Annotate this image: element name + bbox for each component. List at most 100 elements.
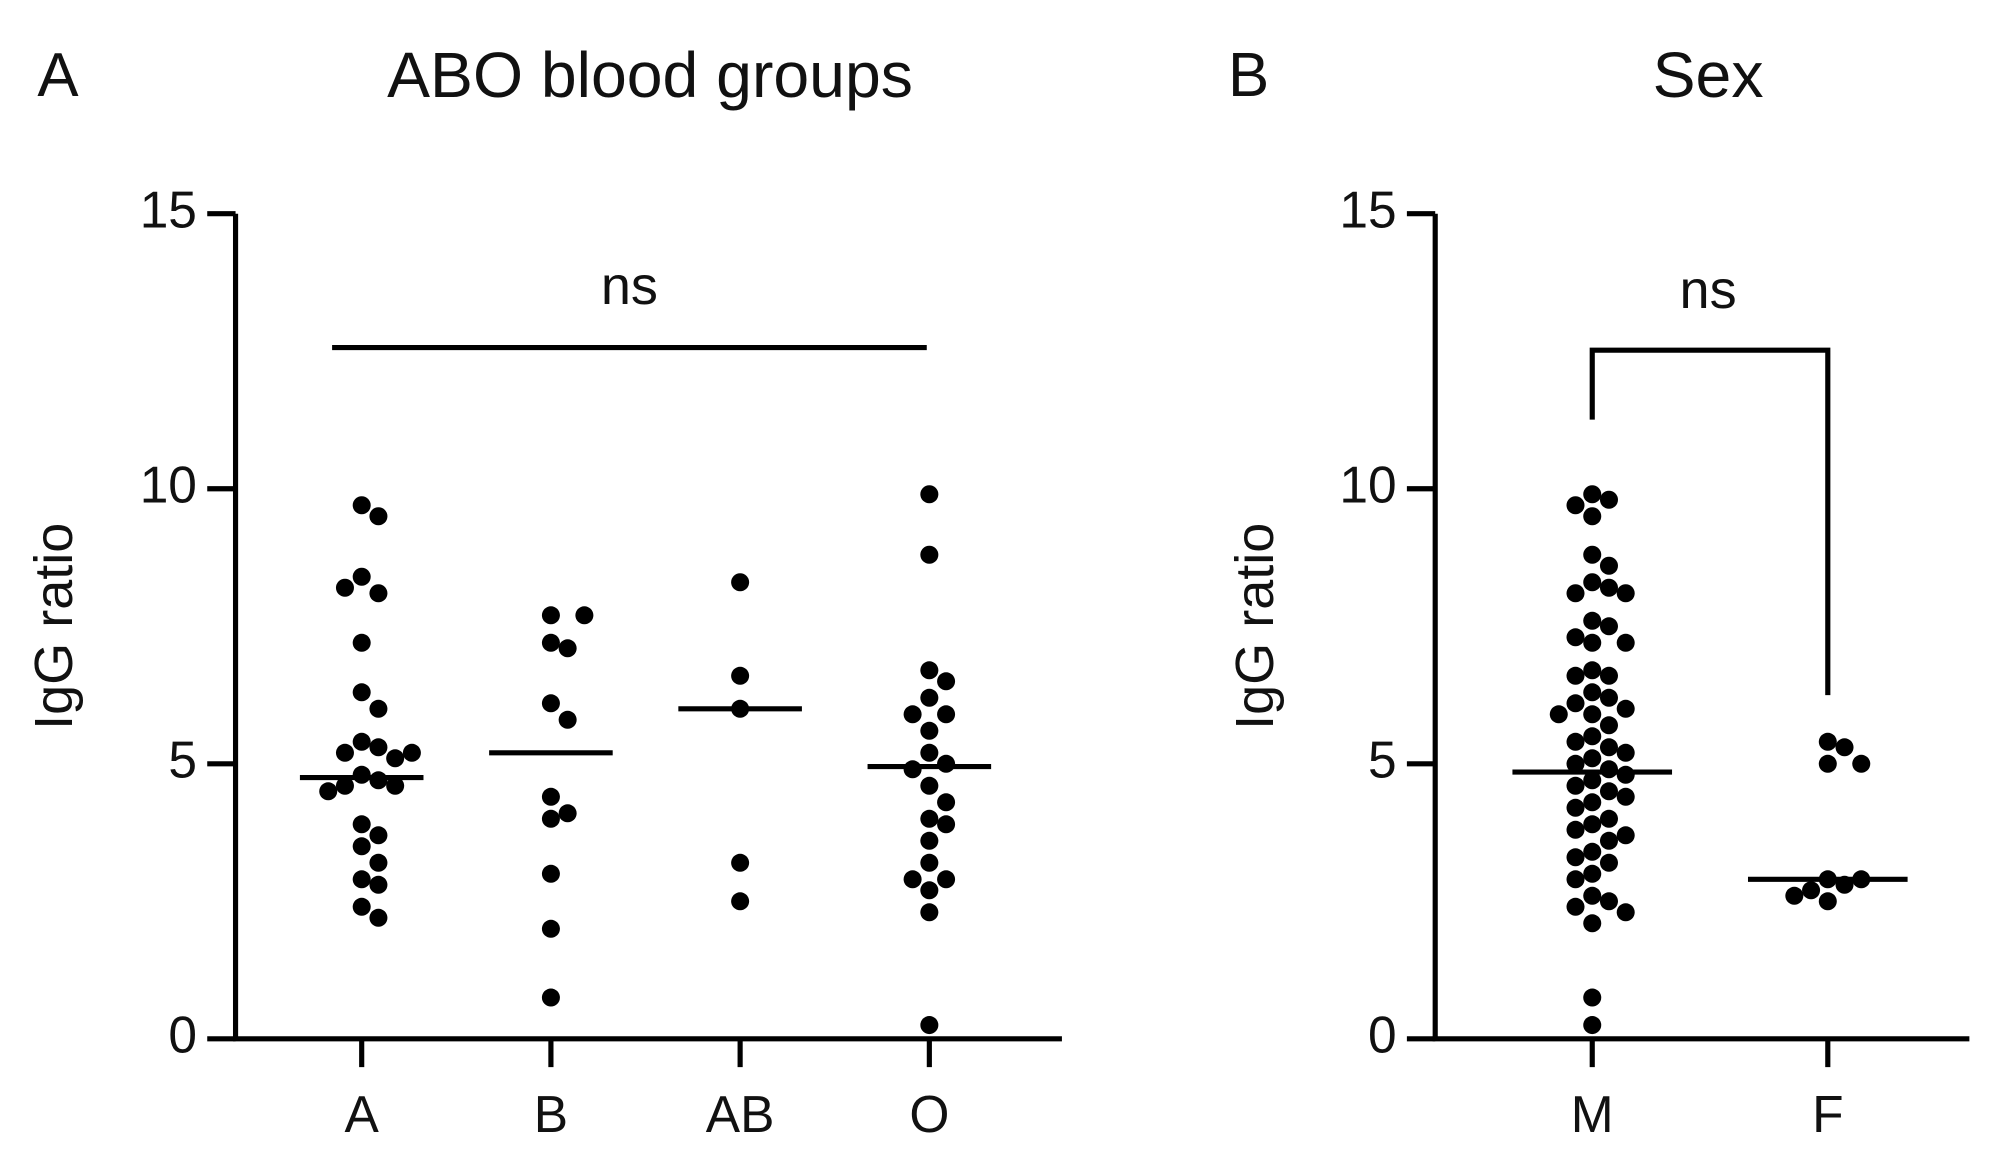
data-point <box>352 815 371 834</box>
data-point <box>920 881 939 900</box>
data-point <box>1802 881 1821 900</box>
data-point <box>369 853 388 872</box>
data-point <box>1566 754 1585 773</box>
data-point <box>903 760 922 779</box>
y-tick-label: 5 <box>168 730 197 788</box>
data-point <box>1599 716 1618 735</box>
data-point <box>1566 820 1585 839</box>
data-point <box>1583 914 1602 933</box>
data-point <box>1566 848 1585 867</box>
x-tick-label: M <box>1571 1085 1614 1143</box>
y-tick-label: 10 <box>1339 455 1396 513</box>
data-point <box>1583 727 1602 746</box>
data-point <box>558 804 577 823</box>
data-point <box>920 903 939 922</box>
significance-label: ns <box>1680 260 1737 320</box>
data-point <box>920 661 939 680</box>
data-point <box>369 875 388 894</box>
data-point <box>352 732 371 751</box>
data-point <box>352 765 371 784</box>
data-point <box>937 815 956 834</box>
data-point <box>558 639 577 658</box>
data-point <box>541 919 560 938</box>
data-point <box>920 853 939 872</box>
x-tick-label: F <box>1812 1085 1843 1143</box>
data-point <box>352 567 371 586</box>
data-point <box>1566 694 1585 713</box>
data-point <box>1583 749 1602 768</box>
data-point <box>541 633 560 652</box>
y-tick-label: 15 <box>140 180 197 238</box>
data-point <box>1583 771 1602 790</box>
data-point <box>731 666 750 685</box>
data-point <box>937 870 956 889</box>
data-point <box>1566 776 1585 795</box>
data-point <box>1599 760 1618 779</box>
data-point <box>1599 556 1618 575</box>
data-point <box>1583 988 1602 1007</box>
data-point <box>937 793 956 812</box>
data-point <box>541 787 560 806</box>
data-point <box>1599 831 1618 850</box>
data-point <box>1599 782 1618 801</box>
data-point <box>1566 897 1585 916</box>
panel-label: A <box>37 41 79 110</box>
data-point <box>1616 633 1635 652</box>
data-point <box>1785 886 1804 905</box>
x-tick-label: AB <box>706 1085 775 1143</box>
data-point <box>352 633 371 652</box>
data-point <box>541 864 560 883</box>
data-point <box>1616 765 1635 784</box>
data-point <box>1566 870 1585 889</box>
data-point <box>335 578 354 597</box>
data-point <box>1583 545 1602 564</box>
panel-label: B <box>1228 41 1269 110</box>
data-point <box>903 870 922 889</box>
x-tick-label: B <box>534 1085 568 1143</box>
data-point <box>1583 683 1602 702</box>
data-point <box>937 705 956 724</box>
data-point <box>352 837 371 856</box>
data-point <box>541 606 560 625</box>
data-point <box>1616 743 1635 762</box>
data-point <box>541 809 560 828</box>
data-point <box>558 710 577 729</box>
y-axis-label: IgG ratio <box>1225 523 1285 730</box>
y-axis-label: IgG ratio <box>24 523 84 730</box>
data-point <box>1583 1016 1602 1035</box>
data-point <box>369 699 388 718</box>
data-point <box>1818 892 1837 911</box>
y-tick-label: 5 <box>1368 730 1397 788</box>
data-point <box>937 672 956 691</box>
data-point <box>352 683 371 702</box>
data-point <box>1818 754 1837 773</box>
data-point <box>1549 705 1568 724</box>
y-tick-label: 15 <box>1339 180 1396 238</box>
data-point <box>920 831 939 850</box>
data-point <box>575 606 594 625</box>
x-tick-label: O <box>909 1085 949 1143</box>
data-point <box>1599 688 1618 707</box>
data-point <box>1616 584 1635 603</box>
data-point <box>1566 666 1585 685</box>
data-point <box>1566 496 1585 515</box>
data-point <box>1599 578 1618 597</box>
data-point <box>1566 584 1585 603</box>
significance-label: ns <box>601 256 658 316</box>
data-point <box>369 771 388 790</box>
data-point <box>731 573 750 592</box>
data-point <box>369 584 388 603</box>
data-point <box>402 743 421 762</box>
data-point <box>920 721 939 740</box>
data-point <box>731 892 750 911</box>
data-point <box>937 754 956 773</box>
data-point <box>1583 793 1602 812</box>
data-point <box>1599 892 1618 911</box>
data-point <box>1583 705 1602 724</box>
data-point <box>920 743 939 762</box>
data-point <box>1583 842 1602 861</box>
data-point <box>920 545 939 564</box>
data-point <box>920 485 939 504</box>
data-point <box>386 749 405 768</box>
data-point <box>1583 864 1602 883</box>
